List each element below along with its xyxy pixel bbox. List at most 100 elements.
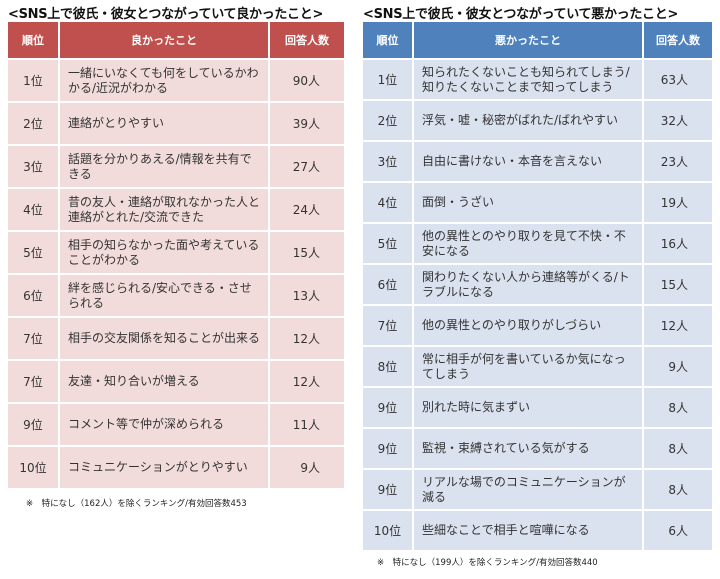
bad-header-row: 順位 悪かったこと 回答人数 <box>363 22 712 58</box>
rank-cell: 10位 <box>8 447 58 488</box>
rank-cell: 3位 <box>363 142 412 181</box>
item-cell: 絆を感じられる/安心できる・させられる <box>58 275 268 316</box>
count-cell: 8人 <box>642 388 712 427</box>
item-cell: 知られたくないことも知られてしまう/知りたくないことまで知ってしまう <box>412 60 642 99</box>
table-row: 2位 連絡がとりやすい 39人 <box>8 103 344 144</box>
rank-cell: 7位 <box>8 318 58 359</box>
rank-cell: 7位 <box>363 306 412 345</box>
good-table-body: 1位 一緒にいなくても何をしているかわかる/近況がわかる 90人 2位 連絡がとりやすい… <box>8 60 344 488</box>
item-cell: 他の異性とのやり取りを見て不快・不安になる <box>412 224 642 263</box>
good-footnote: ※ 特になし（162人）を除くランキング/有効回答数453 <box>26 499 247 509</box>
item-cell: 話題を分かりあえる/情報を共有できる <box>58 146 268 187</box>
count-cell: 12人 <box>642 306 712 345</box>
rank-header: 順位 <box>8 22 58 58</box>
table-row: 9位 コメント等で仲が深められる 11人 <box>8 404 344 445</box>
item-cell: 浮気・嘘・秘密がばれた/ばれやすい <box>412 101 642 140</box>
table-row: 2位 浮気・嘘・秘密がばれた/ばれやすい 32人 <box>363 101 712 140</box>
table-row: 6位 絆を感じられる/安心できる・させられる 13人 <box>8 275 344 316</box>
table-row: 10位 コミュニケーションがとりやすい 9人 <box>8 447 344 488</box>
table-row: 1位 一緒にいなくても何をしているかわかる/近況がわかる 90人 <box>8 60 344 101</box>
rank-cell: 4位 <box>8 189 58 230</box>
table-row: 5位 他の異性とのやり取りを見て不快・不安になる 16人 <box>363 224 712 263</box>
count-cell: 39人 <box>268 103 344 144</box>
table-row: 4位 昔の友人・連絡が取れなかった人と連絡がとれた/交流できた 24人 <box>8 189 344 230</box>
rank-header: 順位 <box>363 22 412 58</box>
count-header: 回答人数 <box>268 22 344 58</box>
rank-cell: 10位 <box>363 511 412 550</box>
table-row: 9位 別れた時に気まずい 8人 <box>363 388 712 427</box>
count-cell: 24人 <box>268 189 344 230</box>
bad-table-body: 1位 知られたくないことも知られてしまう/知りたくないことまで知ってしまう 63人 2… <box>363 60 712 550</box>
count-cell: 19人 <box>642 183 712 222</box>
table-row: 3位 話題を分かりあえる/情報を共有できる 27人 <box>8 146 344 187</box>
count-cell: 32人 <box>642 101 712 140</box>
rank-cell: 6位 <box>363 265 412 304</box>
good-header-row: 順位 良かったこと 回答人数 <box>8 22 344 58</box>
rank-cell: 4位 <box>363 183 412 222</box>
count-cell: 11人 <box>268 404 344 445</box>
rank-cell: 9位 <box>363 429 412 468</box>
count-cell: 9人 <box>268 447 344 488</box>
count-cell: 9人 <box>642 347 712 386</box>
rank-cell: 9位 <box>363 470 412 509</box>
rank-cell: 1位 <box>8 60 58 101</box>
item-cell: 相手の知らなかった面や考えていることがわかる <box>58 232 268 273</box>
good-table: 順位 良かったこと 回答人数 1位 一緒にいなくても何をしているかわかる/近況がわ… <box>8 20 344 490</box>
table-row: 5位 相手の知らなかった面や考えていることがわかる 15人 <box>8 232 344 273</box>
count-cell: 12人 <box>268 318 344 359</box>
bad-table: 順位 悪かったこと 回答人数 1位 知られたくないことも知られてしまう/知りたくな… <box>363 20 712 552</box>
item-cell: 常に相手が何を書いているか気になってしまう <box>412 347 642 386</box>
count-cell: 63人 <box>642 60 712 99</box>
rank-cell: 6位 <box>8 275 58 316</box>
bad-footnote: ※ 特になし（199人）を除くランキング/有効回答数440 <box>377 558 598 568</box>
table-row: 9位 監視・束縛されている気がする 8人 <box>363 429 712 468</box>
item-cell: 一緒にいなくても何をしているかわかる/近況がわかる <box>58 60 268 101</box>
rank-cell: 1位 <box>363 60 412 99</box>
item-cell: コミュニケーションがとりやすい <box>58 447 268 488</box>
item-cell: リアルな場でのコミュニケーションが減る <box>412 470 642 509</box>
table-row: 9位 リアルな場でのコミュニケーションが減る 8人 <box>363 470 712 509</box>
count-cell: 90人 <box>268 60 344 101</box>
item-cell: 他の異性とのやり取りがしづらい <box>412 306 642 345</box>
count-cell: 13人 <box>268 275 344 316</box>
item-cell: コメント等で仲が深められる <box>58 404 268 445</box>
bad-title: <SNS上で彼氏・彼女とつながっていて悪かったこと> <box>363 7 679 22</box>
table-row: 4位 面倒・うざい 19人 <box>363 183 712 222</box>
table-row: 6位 関わりたくない人から連絡等がくる/トラブルになる 15人 <box>363 265 712 304</box>
item-cell: 友達・知り合いが増える <box>58 361 268 402</box>
count-cell: 8人 <box>642 429 712 468</box>
item-cell: 自由に書けない・本音を言えない <box>412 142 642 181</box>
table-row: 10位 些細なことで相手と喧嘩になる 6人 <box>363 511 712 550</box>
count-cell: 15人 <box>642 265 712 304</box>
rank-cell: 8位 <box>363 347 412 386</box>
rank-cell: 9位 <box>8 404 58 445</box>
item-cell: 監視・束縛されている気がする <box>412 429 642 468</box>
item-cell: 連絡がとりやすい <box>58 103 268 144</box>
item-cell: 別れた時に気まずい <box>412 388 642 427</box>
count-header: 回答人数 <box>642 22 712 58</box>
item-cell: 面倒・うざい <box>412 183 642 222</box>
rank-cell: 3位 <box>8 146 58 187</box>
item-cell: 関わりたくない人から連絡等がくる/トラブルになる <box>412 265 642 304</box>
table-row: 7位 相手の交友関係を知ることが出来る 12人 <box>8 318 344 359</box>
count-cell: 15人 <box>268 232 344 273</box>
rank-cell: 5位 <box>8 232 58 273</box>
item-header: 悪かったこと <box>412 22 642 58</box>
table-row: 7位 他の異性とのやり取りがしづらい 12人 <box>363 306 712 345</box>
count-cell: 8人 <box>642 470 712 509</box>
item-cell: 些細なことで相手と喧嘩になる <box>412 511 642 550</box>
table-row: 1位 知られたくないことも知られてしまう/知りたくないことまで知ってしまう 63人 <box>363 60 712 99</box>
table-row: 3位 自由に書けない・本音を言えない 23人 <box>363 142 712 181</box>
count-cell: 23人 <box>642 142 712 181</box>
rank-cell: 7位 <box>8 361 58 402</box>
rank-cell: 9位 <box>363 388 412 427</box>
item-cell: 昔の友人・連絡が取れなかった人と連絡がとれた/交流できた <box>58 189 268 230</box>
good-title: <SNS上で彼氏・彼女とつながっていて良かったこと> <box>8 7 324 22</box>
item-header: 良かったこと <box>58 22 268 58</box>
count-cell: 16人 <box>642 224 712 263</box>
table-row: 8位 常に相手が何を書いているか気になってしまう 9人 <box>363 347 712 386</box>
count-cell: 6人 <box>642 511 712 550</box>
count-cell: 27人 <box>268 146 344 187</box>
table-row: 7位 友達・知り合いが増える 12人 <box>8 361 344 402</box>
rank-cell: 2位 <box>363 101 412 140</box>
